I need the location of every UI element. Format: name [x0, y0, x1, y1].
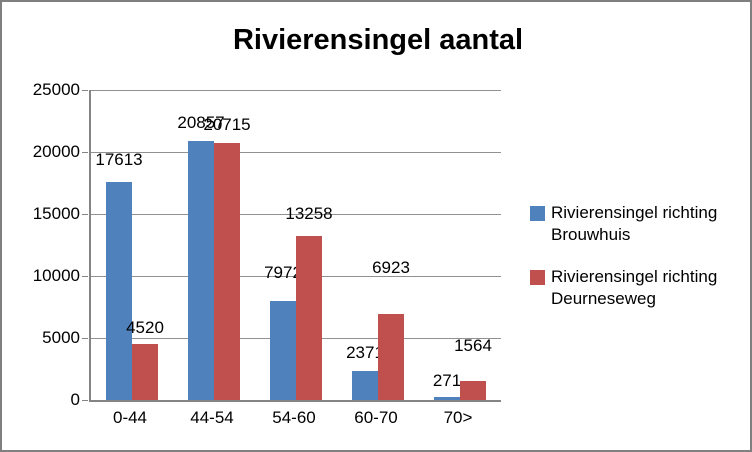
legend-label: Rivierensingel richting Brouwhuis	[551, 203, 718, 244]
bar-value-label: 6923	[372, 258, 410, 278]
gridline	[91, 151, 501, 153]
gridline	[91, 213, 501, 215]
bar-value-label: 2371	[346, 342, 384, 362]
x-axis-category-label: 54-60	[272, 408, 316, 427]
y-axis-tick-label: 15000	[32, 204, 80, 223]
y-axis-tick-label: 20000	[32, 142, 80, 161]
bar-brouwhuis-44-54[interactable]	[188, 141, 214, 400]
y-axis-tick-label: 25000	[32, 80, 80, 99]
x-axis-category-label: 0-44	[112, 408, 148, 427]
bar-value-label: 7972	[264, 263, 302, 283]
plot-area: 17613 20857 7972 2371 271 4520 20715 13258 6923 1…	[89, 89, 501, 402]
bar-value-label: 4520	[126, 317, 164, 337]
bar-deurneseweg-44-54[interactable]	[214, 143, 240, 400]
bar-deurneseweg-0-44[interactable]	[132, 343, 158, 400]
bar-brouwhuis-60-70[interactable]	[352, 370, 378, 400]
bar-value-label: 271	[432, 370, 462, 390]
bar-brouwhuis-54-60[interactable]	[270, 301, 296, 400]
legend-item[interactable]: Rivierensingel richting Brouwhuis	[530, 202, 745, 246]
y-axis-tick-mark	[82, 213, 88, 215]
bar-value-label: 17613	[95, 149, 143, 169]
y-axis-tick-label: 10000	[32, 266, 80, 285]
bar-deurneseweg-60-70[interactable]	[378, 314, 404, 400]
y-axis-tick-label: 0	[70, 390, 80, 409]
legend-item[interactable]: Rivierensingel richting Deurneseweg	[530, 266, 745, 310]
bar-deurneseweg-54-60[interactable]	[296, 235, 322, 400]
x-axis-category-label: 60-70	[354, 408, 398, 427]
bar-deurneseweg-70>[interactable]	[460, 380, 486, 400]
bar-brouwhuis-70>[interactable]	[434, 396, 460, 400]
y-axis-tick-mark	[82, 89, 88, 91]
y-axis-tick-mark	[82, 275, 88, 277]
legend-swatch-icon	[530, 270, 545, 285]
bar-value-label: 1564	[454, 335, 492, 355]
y-axis-tick-mark	[82, 399, 88, 401]
x-axis-category-label: 44-54	[190, 408, 234, 427]
legend-swatch-icon	[530, 206, 545, 221]
y-axis-tick-label: 5000	[42, 328, 80, 347]
bar-value-label: 20715	[203, 115, 251, 135]
x-axis-category-label: 70>	[443, 408, 473, 427]
legend-label: Rivierensingel richting Deurneseweg	[551, 267, 718, 308]
y-axis-tick-mark	[82, 151, 88, 153]
bar-brouwhuis-0-44[interactable]	[106, 181, 132, 400]
y-axis-tick-mark	[82, 337, 88, 339]
bar-value-label: 20857	[177, 113, 225, 133]
gridline	[91, 89, 501, 91]
chart-title: Rivierensingel aantal	[232, 24, 524, 56]
bar-value-label: 13258	[285, 203, 333, 223]
